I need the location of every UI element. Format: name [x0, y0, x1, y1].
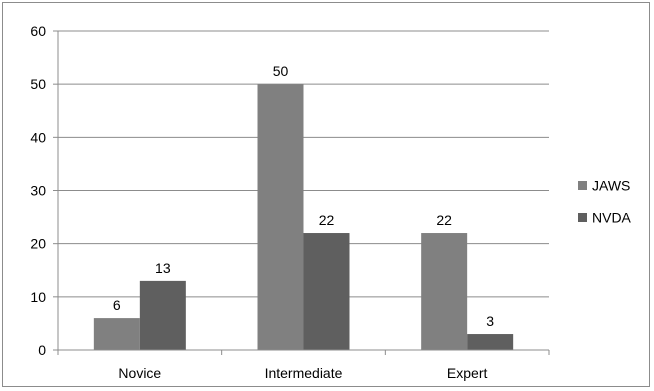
bar-jaws-intermediate: [257, 84, 304, 351]
x-axis-ticks: Novice Intermediate Expert: [57, 350, 550, 381]
y-tick-label: 60: [30, 23, 46, 39]
legend-swatch-jaws: [578, 181, 587, 190]
x-tick-label: Novice: [118, 365, 161, 381]
bar-nvda-novice: [139, 280, 186, 350]
bar-jaws-expert: [421, 233, 468, 350]
data-labels: 6 13 50 22 22 3: [113, 63, 494, 329]
legend-label-nvda: NVDA: [592, 210, 632, 226]
y-tick-label: 10: [30, 289, 46, 305]
x-tick-label: Expert: [447, 365, 488, 381]
bar-jaws-novice: [93, 318, 140, 350]
data-label: 6: [113, 297, 121, 313]
data-label: 13: [155, 260, 171, 276]
bar-nvda-expert: [467, 334, 514, 350]
data-label: 22: [319, 212, 335, 228]
y-tick-label: 0: [38, 342, 46, 358]
data-label: 22: [436, 212, 452, 228]
data-label: 50: [273, 63, 289, 79]
y-tick-label: 40: [30, 129, 46, 145]
y-tick-label: 30: [30, 183, 46, 199]
legend-swatch-nvda: [578, 213, 587, 222]
y-tick-label: 20: [30, 236, 46, 252]
y-axis-ticks: 0 10 20 30 40 50 60: [30, 23, 58, 358]
bar-nvda-intermediate: [303, 233, 350, 350]
axes: [57, 31, 549, 351]
y-tick-label: 50: [30, 76, 46, 92]
legend: JAWS NVDA: [578, 178, 632, 226]
data-label: 3: [486, 313, 494, 329]
legend-label-jaws: JAWS: [592, 178, 630, 194]
bars: [93, 84, 514, 351]
x-tick-label: Intermediate: [265, 365, 343, 381]
